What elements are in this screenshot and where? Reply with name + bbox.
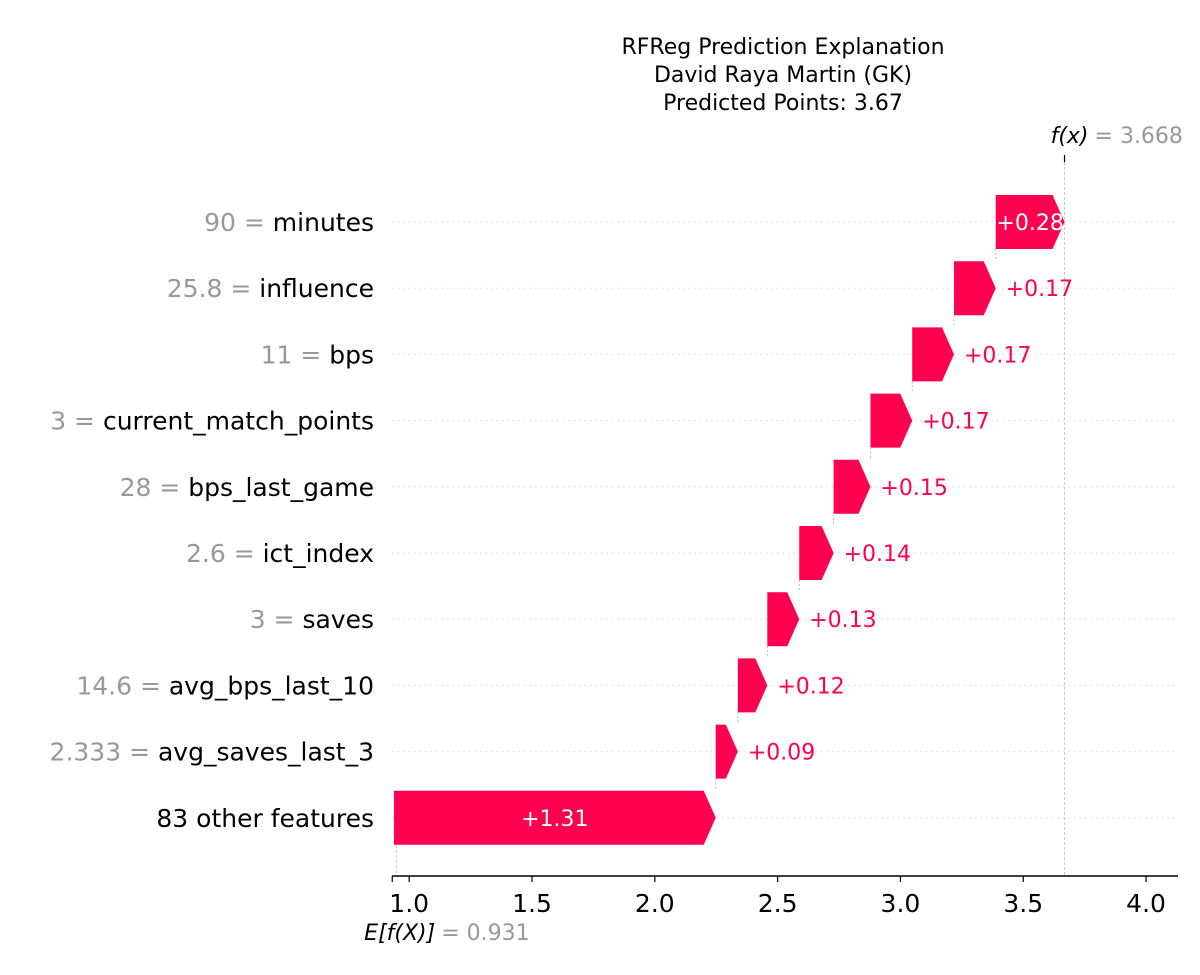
chart-title-line-2: David Raya Martin (GK) xyxy=(654,63,912,88)
shap-bar-label: +0.13 xyxy=(809,608,876,633)
shap-bar-label: +0.09 xyxy=(748,741,815,766)
feature-name: ict_index xyxy=(263,539,374,568)
x-tick-label: 3.0 xyxy=(881,889,921,918)
feature-value: 2.333 = xyxy=(50,738,158,767)
shap-bar xyxy=(995,195,1065,249)
connector-lines xyxy=(395,155,1066,876)
feature-value: 25.8 = xyxy=(167,274,260,303)
chart-title: RFReg Prediction Explanation David Raya … xyxy=(621,35,944,116)
feature-name: influence xyxy=(259,274,374,303)
shap-bar xyxy=(767,592,800,647)
shap-bar xyxy=(737,658,768,713)
shap-bar xyxy=(870,393,913,448)
feature-label: 11 = bps xyxy=(261,340,374,369)
feature-name: avg_bps_last_10 xyxy=(169,671,374,700)
feature-value: 11 = xyxy=(261,340,330,369)
feature-label: 3 = saves xyxy=(250,605,374,634)
feature-value: 3 = xyxy=(250,605,303,634)
feature-labels: 90 = minutes 25.8 = influence 11 = bps 3 = … xyxy=(50,208,374,833)
output-value-symbol: f(x) xyxy=(1051,124,1089,149)
feature-label: 14.6 = avg_bps_last_10 xyxy=(76,671,374,700)
feature-name: bps_last_game xyxy=(188,473,374,502)
base-value-text: = 0.931 xyxy=(441,921,529,946)
shap-bar-label: +0.28 xyxy=(996,211,1063,236)
output-value-text: = 3.668 xyxy=(1095,124,1183,149)
shap-bar-label: +0.17 xyxy=(1006,277,1073,302)
feature-label: 2.6 = ict_index xyxy=(186,539,374,568)
x-tick-label: 2.5 xyxy=(758,889,798,918)
x-tick-label: 4.0 xyxy=(1126,889,1166,918)
shap-bar xyxy=(833,459,871,514)
shap-bar-label: +0.14 xyxy=(844,542,911,567)
shap-bars xyxy=(393,195,1065,845)
feature-name: minutes xyxy=(273,208,374,237)
shap-bar xyxy=(715,724,738,779)
x-tick-label: 1.0 xyxy=(389,889,429,918)
feature-name: bps xyxy=(329,340,374,369)
shap-bar-label: +0.17 xyxy=(922,410,989,435)
feature-name: current_match_points xyxy=(103,407,374,436)
feature-label: 90 = minutes xyxy=(204,208,374,237)
shap-bar-labels: +0.28 +0.17 +0.17 +0.17 +0.15 +0.14 +0.13 +0.12… xyxy=(521,211,1073,832)
feature-name: saves xyxy=(302,605,374,634)
shap-bar xyxy=(393,790,716,845)
chart-title-line-3: Predicted Points: 3.67 xyxy=(663,91,903,116)
output-value-annotation: f(x) = 3.668 xyxy=(1051,124,1183,149)
base-value-annotation: E[f(X)] = 0.931 xyxy=(364,921,529,946)
shap-bar xyxy=(799,526,834,580)
feature-label: 2.333 = avg_saves_last_3 xyxy=(50,738,374,767)
shap-bar xyxy=(953,261,996,316)
x-tick-label: 2.0 xyxy=(635,889,675,918)
shap-bar-label: +0.17 xyxy=(964,343,1031,368)
feature-value: 28 = xyxy=(120,473,189,502)
x-axis: 1.0 1.5 2.0 2.5 3.0 3.5 4.0 xyxy=(389,875,1178,918)
chart-title-line-1: RFReg Prediction Explanation xyxy=(621,35,944,60)
x-tick-label: 3.5 xyxy=(1003,889,1043,918)
shap-bar-label: +1.31 xyxy=(521,807,588,832)
feature-value: 14.6 = xyxy=(76,671,169,700)
feature-value: 2.6 = xyxy=(186,539,263,568)
feature-value: 3 = xyxy=(50,407,103,436)
x-tick-label: 1.5 xyxy=(512,889,552,918)
feature-value: 90 = xyxy=(204,208,273,237)
base-value-symbol: E[f(X)] xyxy=(364,921,435,946)
feature-name: 83 other features xyxy=(156,804,374,833)
row-gridlines xyxy=(392,221,1178,819)
shap-bar-label: +0.12 xyxy=(777,674,844,699)
feature-name: avg_saves_last_3 xyxy=(158,738,374,767)
feature-label: 25.8 = influence xyxy=(167,274,374,303)
feature-label: 28 = bps_last_game xyxy=(120,473,374,502)
shap-bar xyxy=(912,327,954,382)
feature-label: 3 = current_match_points xyxy=(50,407,374,436)
shap-bar-label: +0.15 xyxy=(880,476,947,501)
feature-label: 83 other features xyxy=(156,804,374,833)
